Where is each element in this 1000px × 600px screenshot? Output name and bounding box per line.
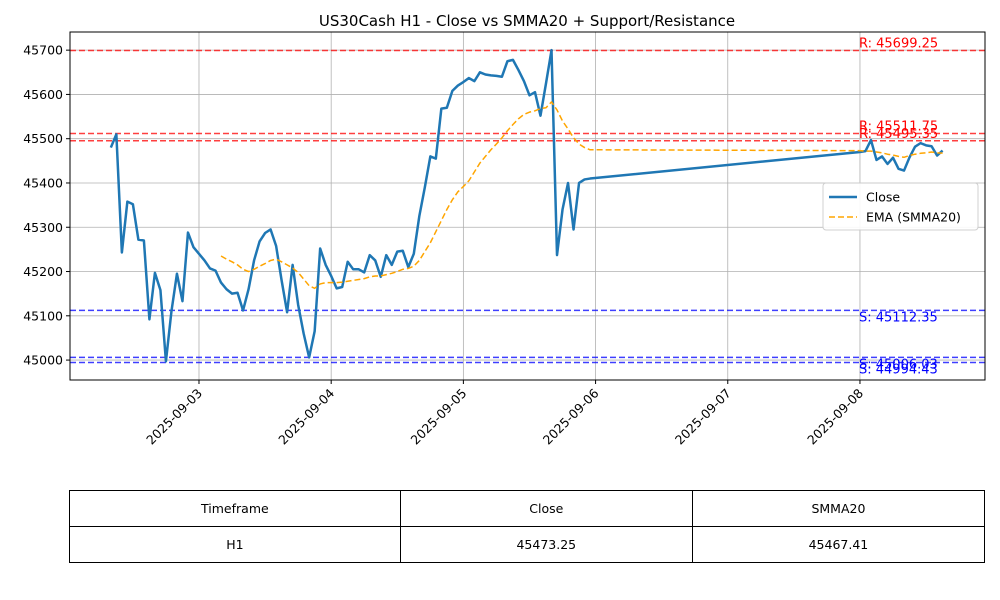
y-tick-label: 45400 — [23, 175, 63, 190]
y-tick-label: 45600 — [23, 87, 63, 102]
y-tick-label: 45200 — [23, 264, 63, 279]
legend-box — [822, 182, 979, 231]
table-row: H1 45473.25 45467.41 — [69, 526, 986, 563]
legend-label: EMA (SMMA20) — [866, 210, 961, 225]
y-tick-label: 45500 — [23, 131, 63, 146]
x-tick-label: 2025-09-03 — [143, 386, 205, 448]
level-label: S: 45112.35 — [859, 310, 938, 325]
header-cell: Timeframe — [69, 490, 401, 527]
x-tick-label: 2025-09-08 — [804, 385, 866, 447]
table-cell: 45473.25 — [399, 526, 693, 563]
header-cell: Close — [399, 490, 693, 527]
legend-label: Close — [866, 190, 900, 205]
y-tick-label: 45300 — [23, 220, 63, 235]
legend: Close EMA (SMMA20) — [822, 182, 979, 231]
level-label: R: 45699.25 — [859, 36, 938, 51]
table-cell: 45467.41 — [691, 526, 986, 563]
y-tick-label: 45700 — [23, 43, 63, 58]
x-tick-label: 2025-09-05 — [408, 386, 470, 448]
series-line — [109, 48, 944, 363]
series-line — [220, 101, 943, 290]
plot-frame — [69, 31, 986, 381]
header-cell: SMMA20 — [691, 490, 986, 527]
y-tick-label: 45000 — [23, 353, 63, 368]
level-label: S: 44994.43 — [859, 363, 938, 378]
y-tick-label: 45100 — [23, 308, 63, 323]
x-tick-label: 2025-09-04 — [275, 385, 337, 447]
table-cell: H1 — [69, 526, 401, 563]
summary-table: Timeframe Close SMMA20 H1 45473.25 45467… — [69, 490, 986, 563]
level-label: R: 45495.35 — [859, 127, 938, 142]
x-tick-label: 2025-09-07 — [672, 386, 734, 448]
level-label: R: 45511.75 — [859, 120, 938, 135]
level-label: S: 45006.03 — [859, 357, 938, 372]
chart-title: US30Cash H1 - Close vs SMMA20 + Support/… — [319, 12, 735, 30]
x-tick-label: 2025-09-06 — [540, 385, 602, 447]
chart: US30Cash H1 - Close vs SMMA20 + Support/… — [23, 12, 986, 448]
table-header: Timeframe Close SMMA20 — [69, 490, 986, 527]
